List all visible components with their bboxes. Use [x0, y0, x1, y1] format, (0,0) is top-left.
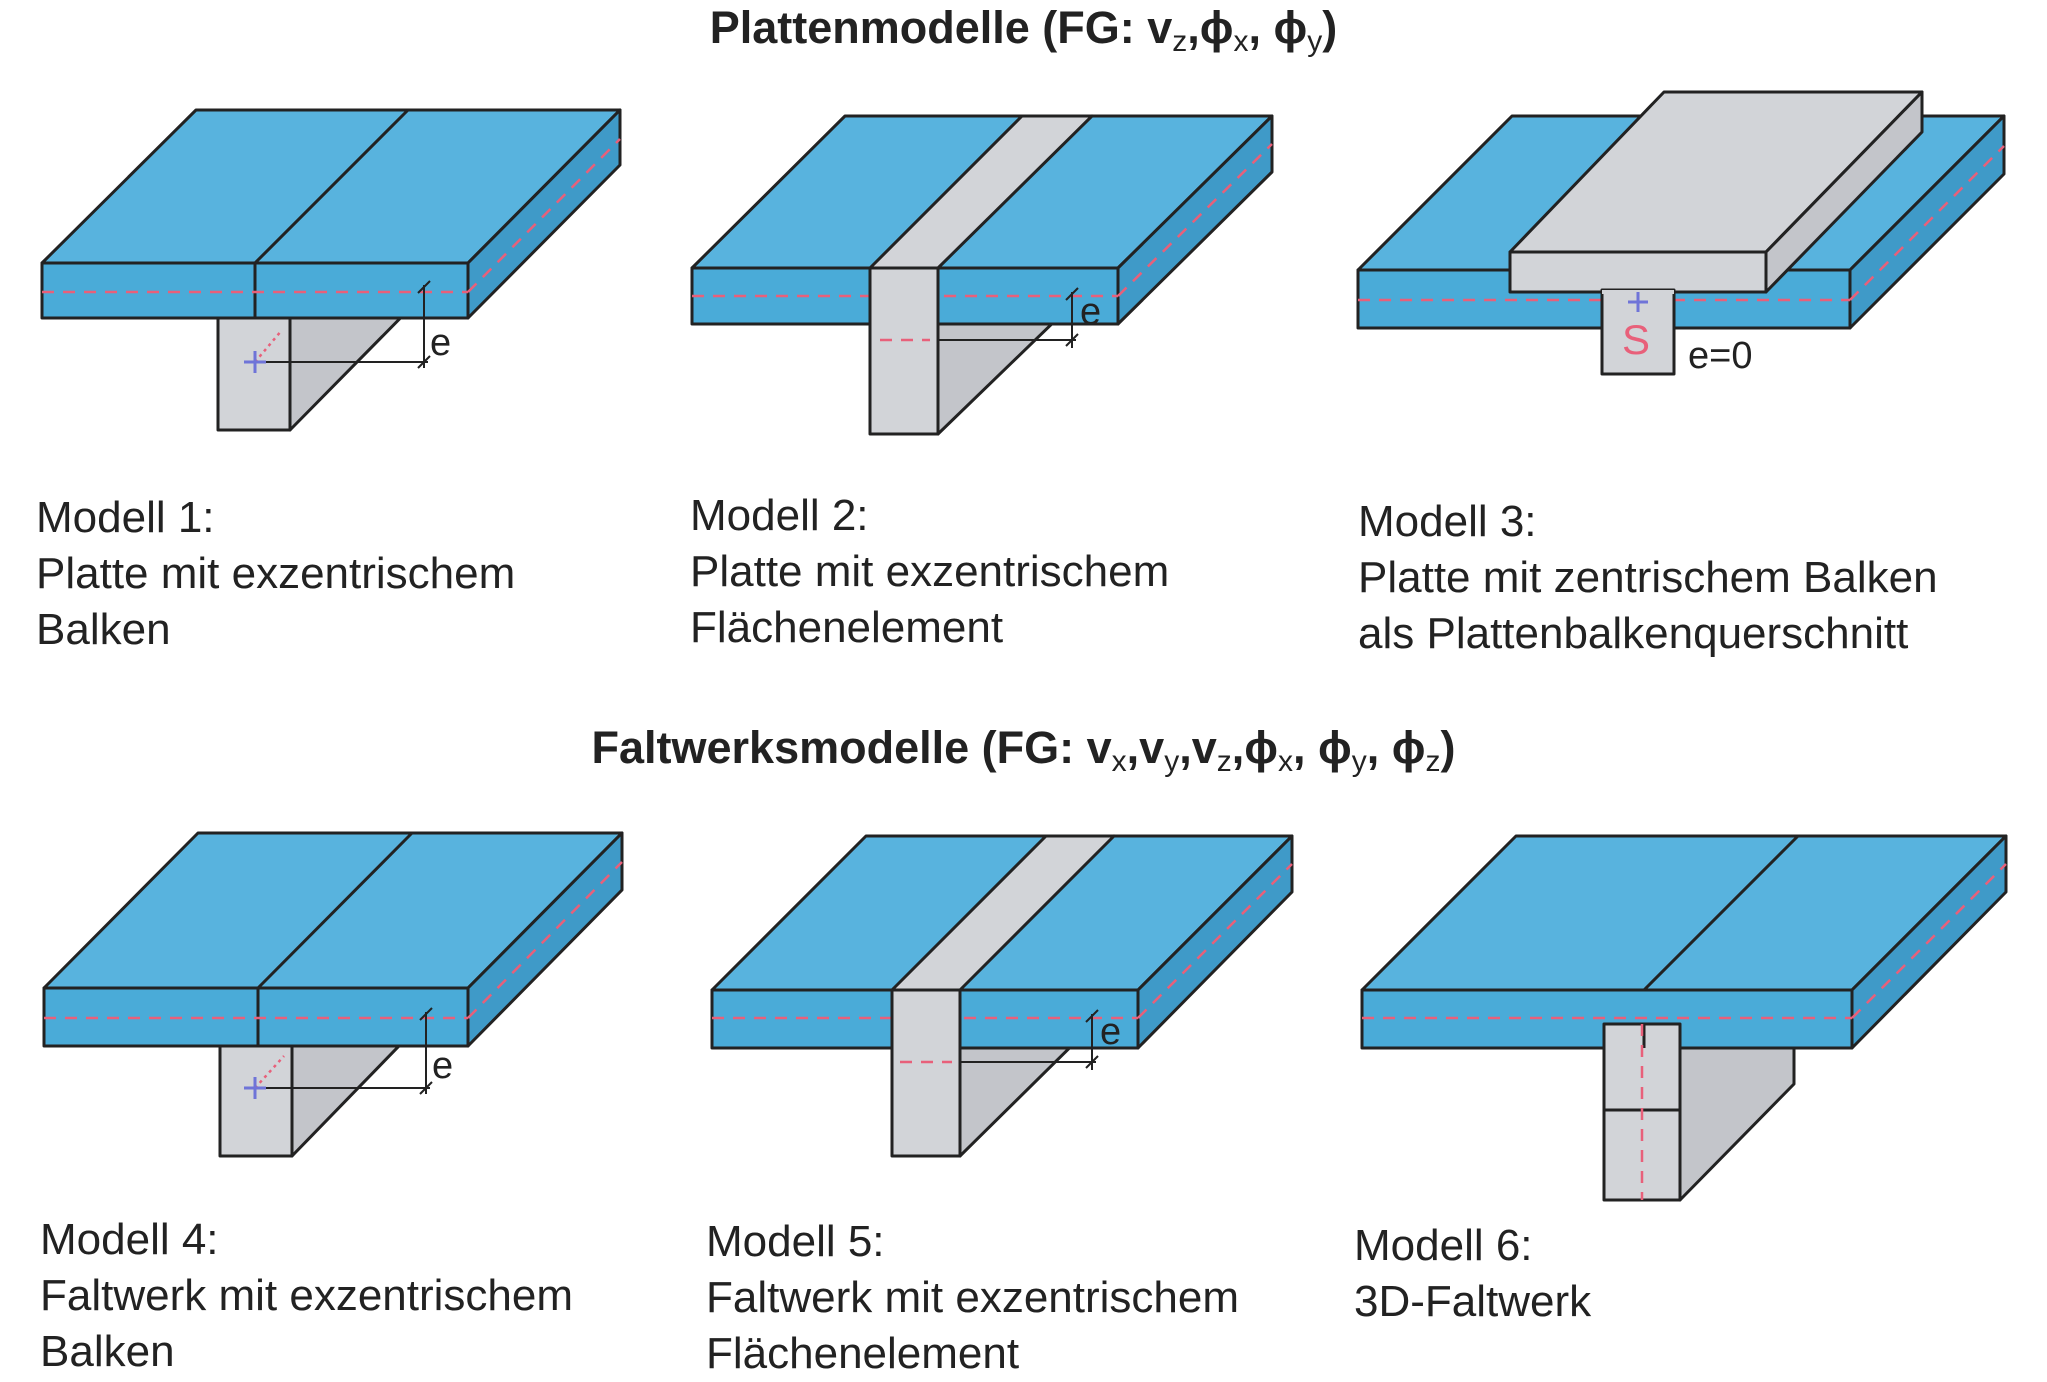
flange-front	[1508, 250, 1768, 294]
caption-line: Platte mit zentrischem Balken	[1358, 553, 1938, 602]
eccentricity-label: e	[1100, 1011, 1121, 1053]
caption-title: Modell 3:	[1358, 497, 1537, 546]
caption-line: Balken	[40, 1327, 175, 1376]
caption-model-3: Modell 3: Platte mit zentrischem Balken …	[1358, 494, 1938, 662]
caption-line: Flächenelement	[690, 603, 1004, 652]
beam-front	[218, 1044, 294, 1158]
plate-front	[1360, 988, 1854, 1050]
caption-line: als Plattenbalkenquerschnitt	[1358, 609, 1909, 658]
model-4-drawing: e	[42, 831, 624, 1158]
model-5-drawing: e	[710, 834, 1294, 1158]
web-front	[890, 988, 962, 1158]
model-6-drawing	[1360, 834, 2008, 1202]
model-2-drawing: e	[690, 114, 1274, 436]
model-1-drawing: e	[40, 108, 622, 432]
caption-line: Balken	[36, 605, 171, 654]
caption-line: Faltwerk mit exzentrischem	[706, 1273, 1240, 1322]
caption-model-1: Modell 1: Platte mit exzentrischem Balke…	[36, 490, 515, 658]
caption-model-6: Modell 6: 3D-Faltwerk	[1354, 1218, 1591, 1330]
caption-line: 3D-Faltwerk	[1354, 1277, 1592, 1326]
eccentricity-label: e	[432, 1045, 453, 1087]
caption-title: Modell 1:	[36, 493, 215, 542]
caption-model-4: Modell 4: Faltwerk mit exzentrischem Bal…	[40, 1212, 573, 1380]
caption-line: Platte mit exzentrischem	[690, 547, 1170, 596]
caption-title: Modell 2:	[690, 491, 869, 540]
caption-title: Modell 5:	[706, 1217, 885, 1266]
eccentricity-label: e	[430, 322, 451, 364]
heading-folded-plate-models: Faltwerksmodelle (FG: vx,vy,vz,ϕx, ϕy, ϕ…	[591, 722, 1456, 778]
caption-title: Modell 4:	[40, 1215, 219, 1264]
caption-model-2: Modell 2: Platte mit exzentrischem Fläch…	[690, 488, 1169, 656]
zero-eccentricity-label: e=0	[1688, 335, 1752, 377]
caption-line: Platte mit exzentrischem	[36, 549, 516, 598]
eccentricity-label: e	[1080, 291, 1101, 333]
centroid-label: S	[1622, 316, 1650, 363]
beam-front	[216, 316, 292, 432]
caption-line: Faltwerk mit exzentrischem	[40, 1271, 574, 1320]
heading-plate-models: Plattenmodelle (FG: vz,ϕx, ϕy)	[709, 2, 1338, 58]
model-3-drawing: S e=0	[1356, 90, 2006, 377]
caption-title: Modell 6:	[1354, 1221, 1533, 1270]
caption-line: Flächenelement	[706, 1329, 1020, 1378]
web-front	[868, 266, 940, 436]
caption-model-5: Modell 5: Faltwerk mit exzentrischem Flä…	[706, 1214, 1239, 1382]
